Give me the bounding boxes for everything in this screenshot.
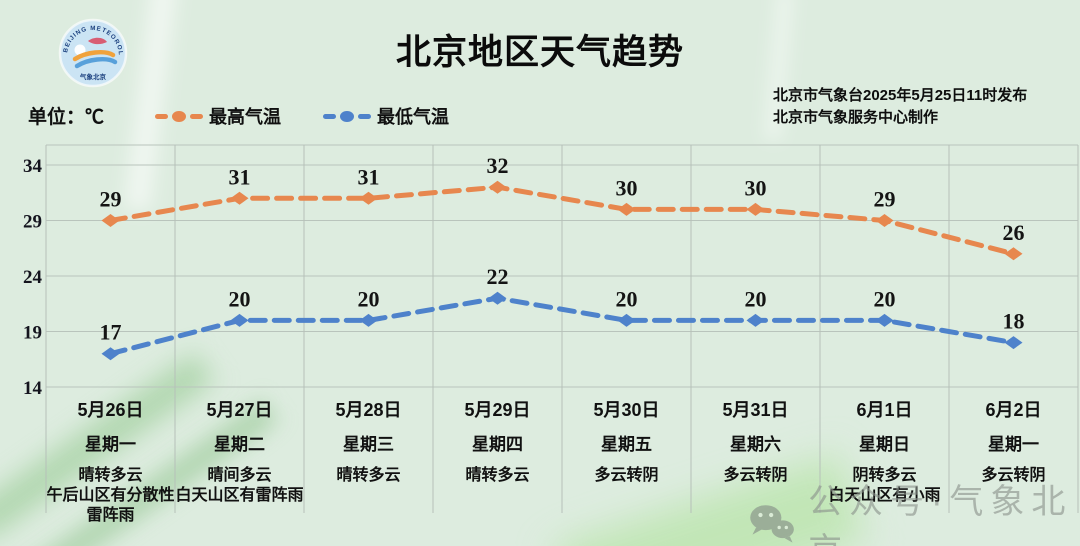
page-title: 北京地区天气趋势 [395,33,684,72]
wechat-icon [750,505,794,543]
day-column: 5月31日星期六多云转阴 [691,396,820,486]
y-axis-tick-label: 29 [23,212,42,233]
day-column: 6月1日星期日阴转多云白天山区有小雨 [820,396,949,506]
value-label: 20 [616,286,638,311]
data-point-marker [875,313,894,327]
data-point-marker [359,191,378,205]
weather-label: 午后山区有分散性 [46,487,175,504]
watermark-text: 公众号·气象北京 [808,483,1073,546]
data-point-marker [359,313,378,327]
date-label: 5月29日 [464,400,531,420]
issue-info: 北京市气象台2025年5月25日11时发布 北京市气象服务中心制作 [773,85,1027,129]
data-point-marker [101,214,120,227]
weather-label: 多云转阴 [981,467,1046,484]
data-point-marker [1004,247,1023,261]
high-temp-line-marker-icon [155,110,203,122]
legend-label: 最低气温 [377,107,449,127]
data-point-marker [488,180,507,194]
y-axis-tick-label: 34 [23,156,43,177]
data-point-marker [230,191,249,205]
y-axis-tick-label: 24 [23,267,43,288]
weekday-label: 星期五 [601,435,652,454]
weekday-label: 星期一 [988,435,1039,454]
y-axis-tick-label: 14 [23,378,43,399]
day-column: 5月26日星期一晴转多云午后山区有分散性 雷阵雨 [46,396,175,526]
watermark: 公众号·气象北京 [748,474,1080,546]
day-column: 5月30日星期五多云转阴 [562,396,691,486]
weather-label: 多云转阴 [594,467,659,484]
weekday-label: 星期一 [85,435,136,454]
data-point-marker [488,291,507,305]
date-label: 5月30日 [593,400,660,420]
low-temp-line [108,295,1016,357]
data-point-marker [746,313,765,327]
unit-label: 单位：℃ [28,107,105,128]
value-label: 20 [358,286,380,311]
legend-label: 最高气温 [209,107,281,127]
date-label: 5月28日 [335,400,402,420]
value-label: 32 [487,153,509,178]
weekday-label: 星期四 [472,435,523,454]
weekday-label: 星期二 [214,435,265,454]
legend: 最高气温 最低气温 [155,103,449,129]
high-temp-line [108,184,1016,257]
value-label: 20 [229,286,251,311]
weather-label: 多云转阴 [723,467,788,484]
value-label: 29 [100,187,122,212]
weather-label: 雷阵雨 [86,507,135,524]
beijing-meteorological-service-logo-icon: BEIJING METEOROLOGICAL SERVICE 气象北京 [58,18,128,88]
weekday-label: 星期六 [730,435,781,454]
data-point-marker [617,202,636,216]
weather-label: 晴间多云 [207,467,272,484]
weekday-label: 星期日 [859,435,910,454]
weather-label: 晴转多云 [78,467,143,484]
value-label: 18 [1003,309,1025,334]
date-label: 5月31日 [722,400,789,420]
low-temp-line-marker-icon [323,110,371,122]
date-label: 5月26日 [77,400,144,420]
value-label: 29 [874,187,896,212]
value-label: 31 [358,164,380,189]
issue-line-2: 北京市气象服务中心制作 [773,109,939,126]
day-column: 6月2日星期一多云转阴 [949,396,1078,486]
legend-item-high-temp: 最高气温 [155,103,281,129]
value-label: 17 [100,320,122,345]
value-label: 26 [1003,220,1025,245]
weather-label: 晴转多云 [465,467,530,484]
svg-text:气象北京: 气象北京 [79,72,107,81]
day-column: 5月28日星期三晴转多云 [304,396,433,486]
day-column: 5月29日星期四晴转多云 [433,396,562,486]
weather-label: 白天山区有雷阵雨 [175,487,304,504]
legend-item-low-temp: 最低气温 [323,103,449,129]
weekday-label: 星期三 [343,435,394,454]
data-point-marker [230,313,249,327]
weather-label: 白天山区有小雨 [828,487,941,504]
date-label: 6月2日 [985,400,1042,420]
day-column: 5月27日星期二晴间多云白天山区有雷阵雨 [175,396,304,506]
date-label: 6月1日 [856,400,913,420]
value-label: 30 [745,175,767,200]
value-label: 20 [745,286,767,311]
date-label: 5月27日 [206,400,273,420]
data-point-marker [875,214,894,227]
data-point-marker [1004,336,1023,350]
weather-label: 阴转多云 [852,467,917,484]
y-axis-tick-label: 19 [23,323,42,344]
issue-line-1: 北京市气象台2025年5月25日11时发布 [773,87,1028,104]
value-label: 22 [487,264,509,289]
value-label: 20 [874,286,896,311]
value-label: 31 [229,164,251,189]
data-point-marker [101,347,120,361]
data-point-marker [617,313,636,327]
weather-label: 晴转多云 [336,467,401,484]
data-point-marker [746,202,765,216]
value-label: 30 [616,175,638,200]
